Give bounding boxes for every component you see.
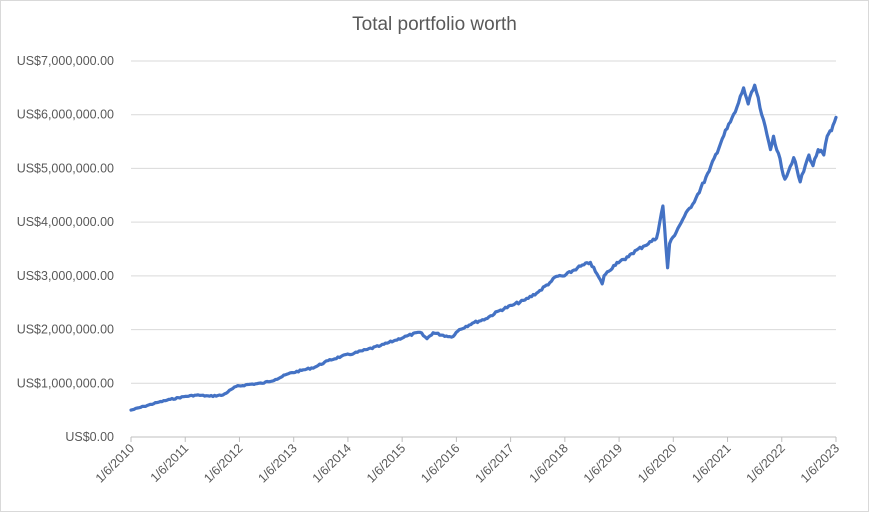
x-tick-label: 1/6/2010 bbox=[93, 441, 137, 485]
y-tick-label: US$7,000,000.00 bbox=[17, 54, 114, 68]
x-tick-label: 1/6/2013 bbox=[255, 441, 299, 485]
x-tick-label: 1/6/2022 bbox=[744, 441, 788, 485]
x-tick-label: 1/6/2021 bbox=[689, 441, 733, 485]
x-tick-label: 1/6/2023 bbox=[798, 441, 842, 485]
y-tick-label: US$3,000,000.00 bbox=[17, 269, 114, 283]
x-tick-label: 1/6/2012 bbox=[201, 441, 245, 485]
x-tick-label: 1/6/2018 bbox=[527, 441, 571, 485]
x-tick-label: 1/6/2011 bbox=[148, 441, 192, 485]
y-tick-label: US$0.00 bbox=[65, 430, 114, 444]
x-tick-label: 1/6/2017 bbox=[472, 441, 516, 485]
x-tick-label: 1/6/2019 bbox=[581, 441, 625, 485]
chart-title: Total portfolio worth bbox=[352, 14, 517, 35]
y-tick-label: US$5,000,000.00 bbox=[17, 161, 114, 175]
y-tick-label: US$2,000,000.00 bbox=[17, 323, 114, 337]
x-tick-label: 1/6/2016 bbox=[418, 441, 462, 485]
y-tick-label: US$4,000,000.00 bbox=[17, 215, 114, 229]
x-tick-label: 1/6/2014 bbox=[310, 441, 354, 485]
y-tick-label: US$6,000,000.00 bbox=[17, 108, 114, 122]
y-tick-label: US$1,000,000.00 bbox=[17, 376, 114, 390]
x-tick-label: 1/6/2015 bbox=[364, 441, 408, 485]
series-line-portfolio-worth bbox=[129, 83, 838, 412]
x-tick-label: 1/6/2020 bbox=[635, 441, 679, 485]
